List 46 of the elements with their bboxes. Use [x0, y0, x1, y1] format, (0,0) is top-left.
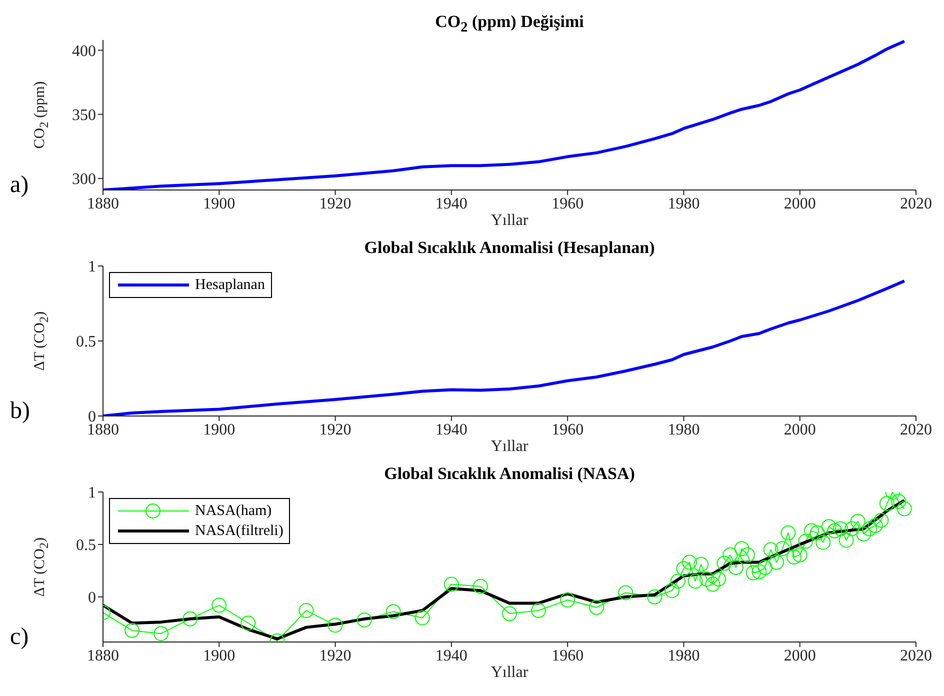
x-tick-label: 2000 [784, 421, 816, 438]
text: a) [10, 172, 29, 199]
y-tick-label: 350 [72, 107, 96, 124]
x-tick-label: 1960 [552, 421, 584, 438]
x-axis-title: Yıllar [490, 212, 530, 230]
y-tick-label: 1 [88, 258, 96, 276]
x-tick-label: 1880 [87, 195, 119, 212]
y-tick-label: 0 [88, 590, 96, 607]
x-tick-label: 2020 [900, 421, 932, 438]
x-tick-label: 2020 [900, 647, 932, 664]
x-tick-label: 1960 [552, 195, 584, 212]
y-tick-label: 400 [72, 42, 96, 60]
x-tick-label: 1960 [552, 647, 584, 664]
x-axis-title: Yıllar [490, 438, 530, 456]
y-tick-label: 0.5 [76, 537, 96, 554]
x-tick-label: 1920 [319, 647, 352, 664]
x-tick-label: 1940 [435, 421, 468, 438]
x-tick-label: 1920 [319, 195, 352, 212]
x-tick-label: 1980 [668, 195, 700, 212]
chart-title: Global Sıcaklık Anomalisi (Hesaplanan) [363, 238, 656, 258]
legend-label: NASA(filtreli) [195, 522, 284, 540]
x-tick-label: 1940 [435, 647, 468, 664]
y-tick-label: 0.5 [76, 334, 96, 351]
x-tick-label: 1900 [203, 647, 236, 664]
x-tick-label: 2000 [784, 195, 816, 212]
text: c) [10, 624, 29, 651]
line-series [103, 280, 906, 416]
x-tick-label: 1880 [87, 647, 119, 664]
x-axis-title: Yıllar [490, 664, 530, 682]
y-tick-label: 1 [88, 484, 96, 502]
x-tick-label: 1900 [203, 195, 236, 212]
x-tick-label: 1880 [87, 421, 119, 438]
x-tick-label: 2000 [784, 647, 816, 664]
x-tick-label: 1900 [203, 421, 236, 438]
chart-title: Global Sıcaklık Anomalisi (NASA) [383, 464, 636, 484]
text: b) [10, 398, 30, 425]
x-tick-label: 1940 [435, 195, 468, 212]
y-tick-label: 300 [72, 171, 96, 188]
legend-label: NASA(ham) [195, 502, 272, 520]
x-tick-label: 1980 [668, 647, 700, 664]
x-tick-label: 1920 [319, 421, 352, 438]
line-series [103, 40, 906, 190]
legend-label: Hesaplanan [195, 276, 265, 294]
x-tick-label: 2020 [900, 195, 932, 212]
chart-title: CO$_{2}$ (ppm) Değişimi [434, 12, 585, 36]
x-tick-label: 1980 [668, 421, 700, 438]
